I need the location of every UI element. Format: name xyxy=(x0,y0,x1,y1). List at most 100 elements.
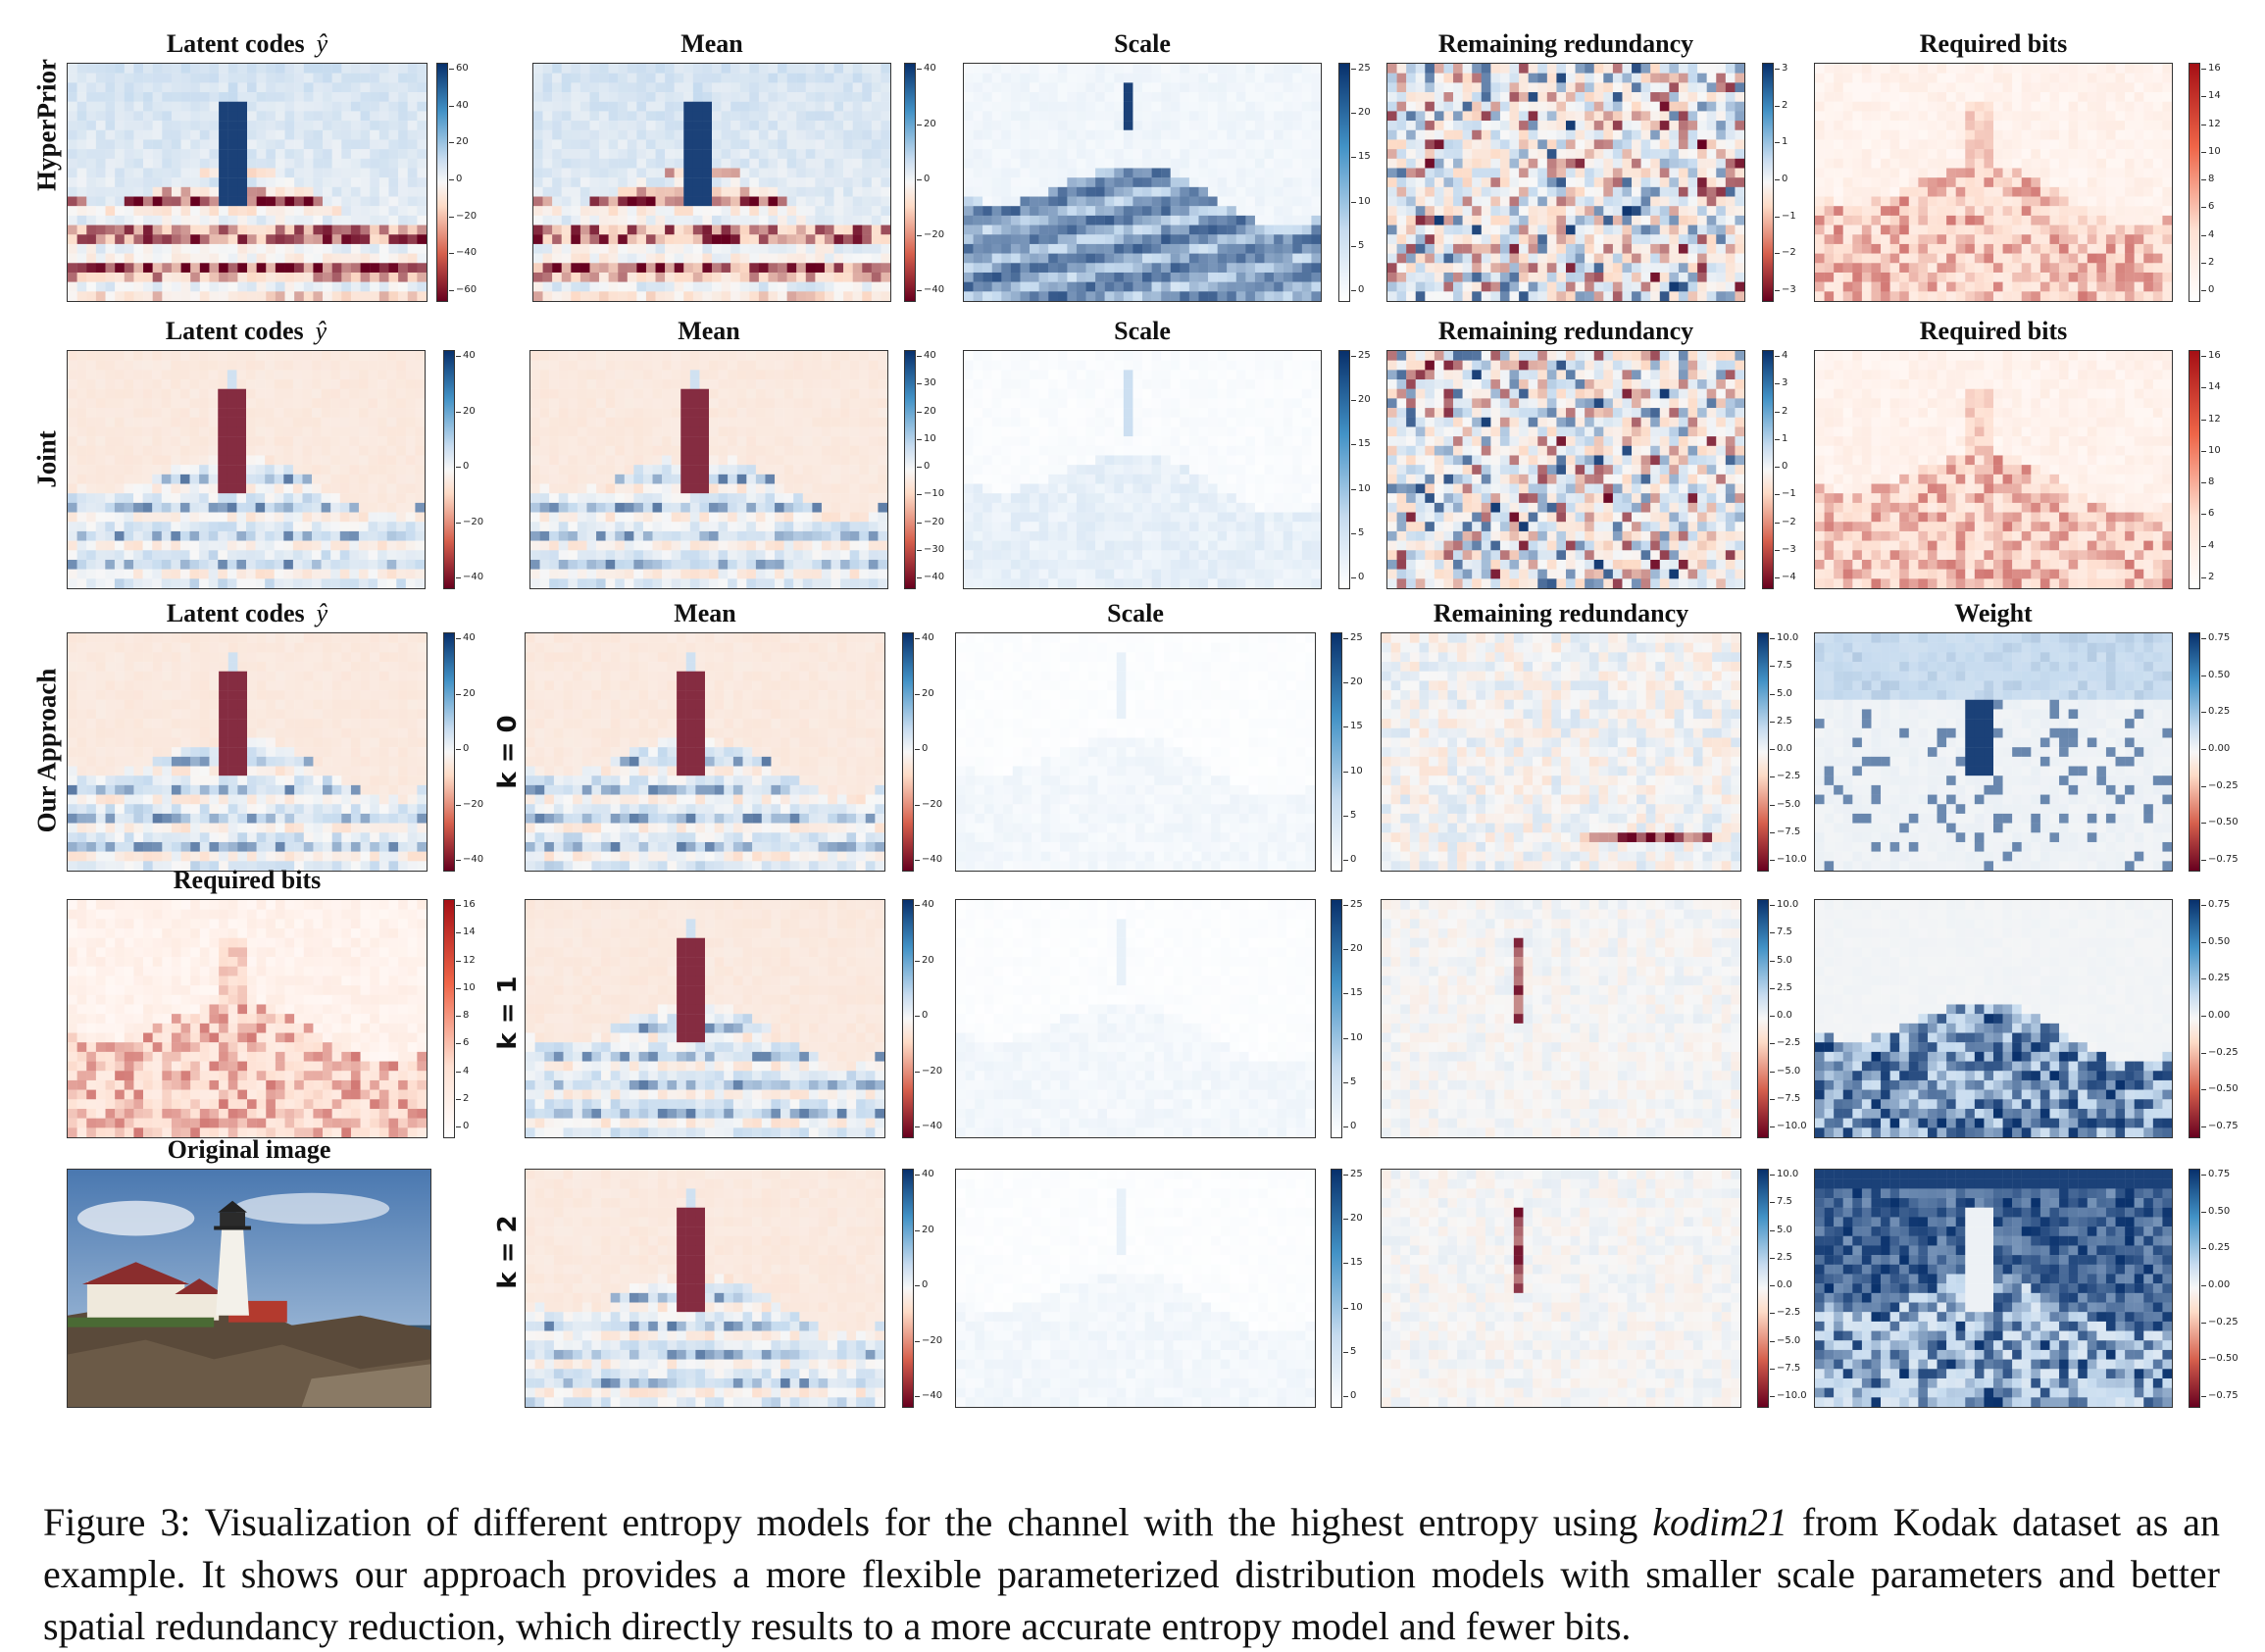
colorbar-tick: 10 xyxy=(2208,445,2221,457)
colorbar-tick: 4 xyxy=(1782,350,1787,362)
colorbar-tick: 5 xyxy=(1350,810,1356,822)
heatmap-oa-scale2 xyxy=(955,1169,1316,1408)
colorbar-tick: 20 xyxy=(924,406,936,418)
heatmap-svg xyxy=(526,1170,884,1407)
colorbar-tick: 8 xyxy=(463,1010,469,1022)
colorbar-tick: 2.5 xyxy=(1777,982,1792,994)
colorbar-tick: 25 xyxy=(1358,63,1371,75)
colorbar-tick: −0.75 xyxy=(2208,1390,2239,1402)
colorbar-tick: 2.5 xyxy=(1777,1252,1792,1264)
heatmap-svg xyxy=(956,633,1315,871)
colorbar-oa-redund2 xyxy=(1757,1169,1769,1408)
row-label-joint: Joint xyxy=(32,391,63,528)
colorbar-tick: 10 xyxy=(1350,1032,1363,1044)
colorbar-tick: −20 xyxy=(924,229,944,241)
k-label-1: k = 1 xyxy=(493,964,523,1062)
panel-title: Original image xyxy=(67,1135,431,1165)
heatmap-svg xyxy=(68,351,425,588)
colorbar-oa-scale2 xyxy=(1331,1169,1342,1408)
colorbar-jt-latent xyxy=(443,350,455,589)
colorbar-hp-bits xyxy=(2189,63,2200,302)
panel-title: Mean xyxy=(529,317,888,346)
heatmap-svg xyxy=(68,64,427,301)
colorbar-tick: 12 xyxy=(463,955,476,967)
colorbar-tick: 0 xyxy=(1358,284,1364,296)
colorbar-tick: −2.5 xyxy=(1777,1037,1800,1049)
heatmap-jt-redund xyxy=(1386,350,1745,589)
heatmap-jt-mean xyxy=(529,350,888,589)
panel-title-text: Latent codes xyxy=(167,599,305,627)
heatmap-svg xyxy=(68,900,427,1137)
colorbar-tick: 0.0 xyxy=(1777,1279,1792,1291)
colorbar-tick: 60 xyxy=(456,63,469,75)
row-label-hyperprior: HyperPrior xyxy=(32,57,63,194)
colorbar-tick: −40 xyxy=(463,572,483,583)
colorbar-tick: 0 xyxy=(456,174,462,185)
colorbar-tick: 0.00 xyxy=(2208,743,2230,755)
colorbar-tick: 10.0 xyxy=(1777,632,1798,644)
heatmap-hp-mean xyxy=(532,63,891,302)
colorbar-tick: −1 xyxy=(1782,211,1796,223)
colorbar-tick: 14 xyxy=(2208,90,2221,102)
colorbar-tick: 0.25 xyxy=(2208,706,2230,718)
colorbar-tick: 3 xyxy=(1782,377,1787,389)
colorbar-tick: 5 xyxy=(1350,1346,1356,1358)
colorbar-tick: −20 xyxy=(922,1335,942,1347)
colorbar-tick: 40 xyxy=(922,899,934,911)
colorbar-tick: −40 xyxy=(924,572,944,583)
colorbar-tick: 2 xyxy=(2208,257,2214,269)
math-symbol: ŷ xyxy=(317,29,328,58)
colorbar-tick: 0.00 xyxy=(2208,1279,2230,1291)
colorbar-tick: 15 xyxy=(1350,1257,1363,1269)
panel-title-text: Scale xyxy=(1114,317,1171,345)
colorbar-tick: −0.25 xyxy=(2208,1317,2239,1328)
colorbar-tick: −0.75 xyxy=(2208,854,2239,866)
colorbar-tick: −0.75 xyxy=(2208,1121,2239,1132)
panel-title: Scale xyxy=(963,317,1322,346)
colorbar-tick: 20 xyxy=(463,688,476,700)
panel-title-text: Original image xyxy=(168,1135,331,1164)
panel-title: Scale xyxy=(963,29,1322,59)
colorbar-tick: −10.0 xyxy=(1777,1121,1807,1132)
figure-caption: Figure 3: Visualization of different ent… xyxy=(43,1496,2220,1652)
math-symbol: ŷ xyxy=(316,317,327,345)
heatmap-svg xyxy=(1815,1170,2172,1407)
colorbar-tick: 10 xyxy=(1350,766,1363,777)
colorbar-tick: 5.0 xyxy=(1777,688,1792,700)
colorbar-tick: −40 xyxy=(456,247,477,259)
colorbar-tick: 6 xyxy=(2208,201,2214,213)
heatmap-oa-redund0 xyxy=(1381,632,1741,872)
heatmap-svg xyxy=(526,633,884,871)
colorbar-tick: 16 xyxy=(463,899,476,911)
colorbar-tick: 15 xyxy=(1350,721,1363,732)
colorbar-tick: 3 xyxy=(1782,63,1787,75)
colorbar-tick: 30 xyxy=(924,377,936,389)
heatmap-svg xyxy=(1815,64,2172,301)
heatmap-oa-mean2 xyxy=(525,1169,885,1408)
panel-title-text: Remaining redundancy xyxy=(1434,599,1688,627)
colorbar-tick: 5 xyxy=(1358,527,1364,539)
colorbar-tick: 0.0 xyxy=(1777,743,1792,755)
colorbar-oa-mean1 xyxy=(902,899,914,1138)
colorbar-tick: 12 xyxy=(2208,414,2221,426)
colorbar-hp-scale xyxy=(1338,63,1350,302)
colorbar-tick: 20 xyxy=(1350,943,1363,955)
panel-title: Mean xyxy=(532,29,891,59)
heatmap-svg xyxy=(964,64,1321,301)
caption-prefix: Figure 3: Visualization of different ent… xyxy=(43,1500,1652,1544)
colorbar-tick: 10 xyxy=(1358,483,1371,495)
panel-title: Remaining redundancy xyxy=(1386,317,1745,346)
panel-title-text: Weight xyxy=(1954,599,2032,627)
colorbar-tick: −10.0 xyxy=(1777,1390,1807,1402)
colorbar-tick: 15 xyxy=(1350,987,1363,999)
colorbar-tick: 15 xyxy=(1358,151,1371,163)
heatmap-oa-scale0 xyxy=(955,632,1316,872)
colorbar-tick: 40 xyxy=(924,350,936,362)
colorbar-tick: 0 xyxy=(922,1279,928,1291)
colorbar-tick: 5.0 xyxy=(1777,1225,1792,1236)
colorbar-tick: 20 xyxy=(1358,107,1371,119)
heatmap-oa-mean1 xyxy=(525,899,885,1138)
colorbar-tick: 1 xyxy=(1782,433,1787,445)
heatmap-jt-bits xyxy=(1814,350,2173,589)
heatmap-svg xyxy=(1815,900,2172,1137)
